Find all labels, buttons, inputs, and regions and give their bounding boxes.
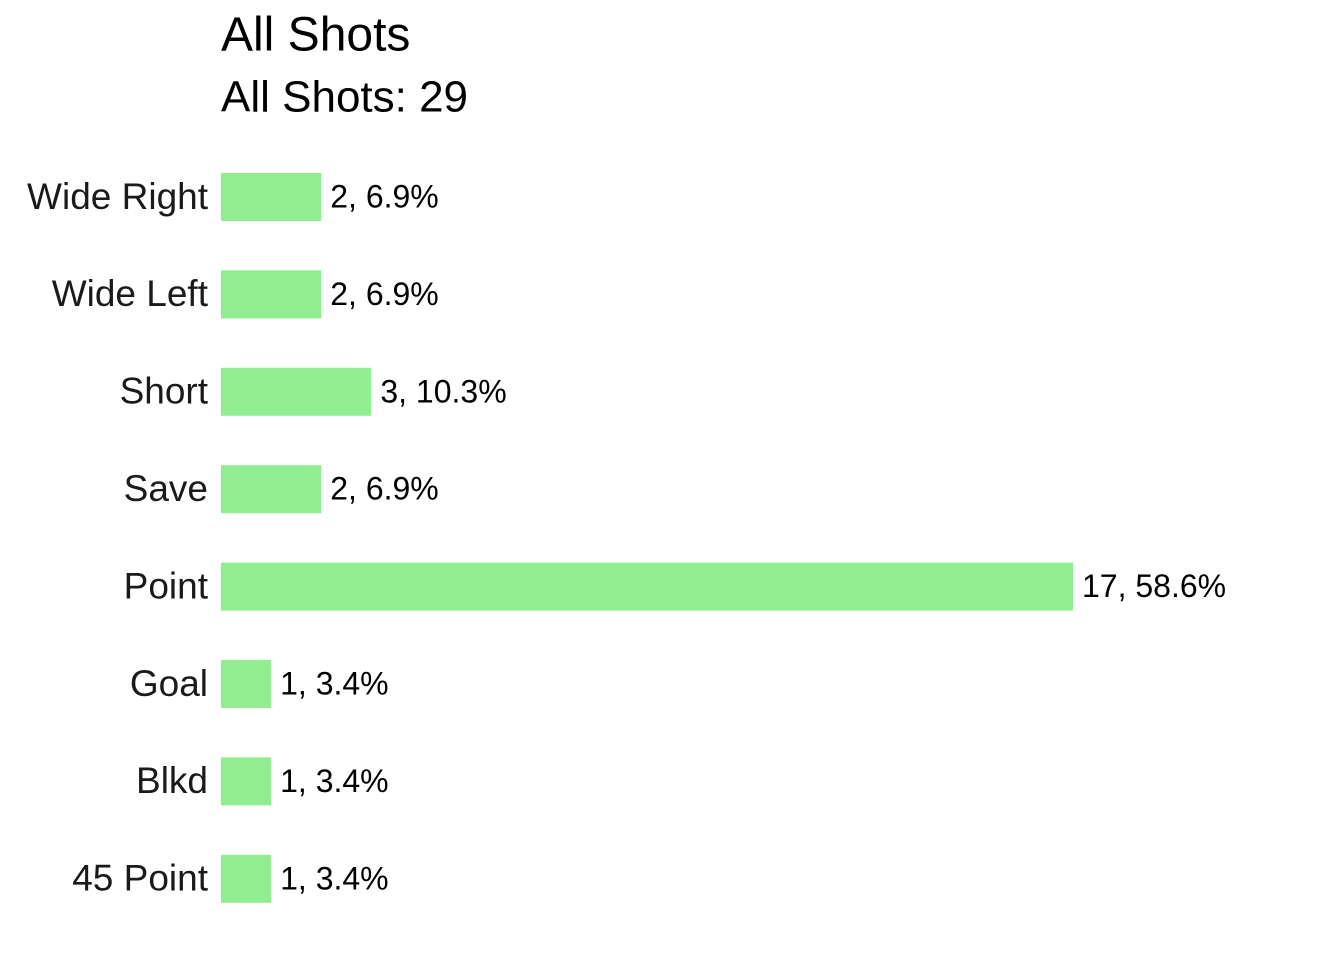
chart-subtitle: All Shots: 29: [221, 73, 468, 122]
chart-title: All Shots: [221, 9, 410, 62]
value-label: 1, 3.4%: [280, 860, 389, 896]
y-tick-label: 45 Point: [72, 858, 208, 899]
value-label: 1, 3.4%: [280, 665, 389, 701]
bar: [221, 562, 1073, 611]
bar: [221, 660, 272, 708]
value-label: 2, 6.9%: [330, 178, 439, 214]
y-tick-label: Blkd: [136, 760, 208, 801]
y-tick-label: Short: [120, 371, 209, 412]
value-label: 2, 6.9%: [330, 471, 439, 507]
y-tick-label: Goal: [130, 663, 208, 704]
y-tick-label: Point: [124, 565, 209, 606]
y-tick-label: Wide Left: [52, 273, 209, 314]
value-label: 2, 6.9%: [330, 276, 439, 312]
value-label: 1, 3.4%: [280, 763, 389, 799]
bar: [221, 854, 272, 903]
value-label: 17, 58.6%: [1082, 568, 1226, 604]
y-tick-label: Save: [124, 468, 208, 509]
bar: [221, 270, 322, 319]
bar: [221, 757, 272, 806]
bar: [221, 367, 372, 416]
value-label: 3, 10.3%: [380, 373, 506, 409]
bar: [221, 465, 322, 514]
bar: [221, 173, 322, 221]
y-tick-label: Wide Right: [27, 176, 209, 217]
